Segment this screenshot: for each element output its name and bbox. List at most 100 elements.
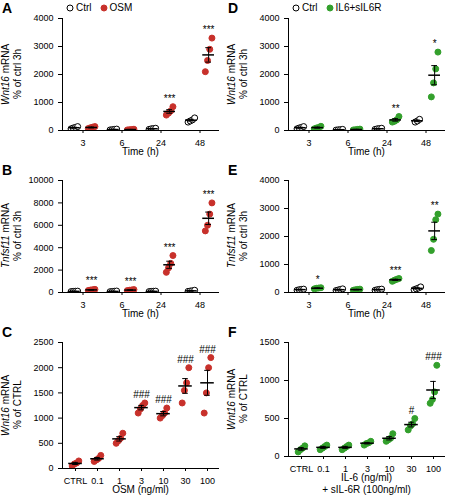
svg-text:2000: 2000 xyxy=(33,265,53,275)
svg-text:0.1: 0.1 xyxy=(91,476,104,486)
html-text:B: B xyxy=(2,162,13,178)
svg-text:3: 3 xyxy=(306,138,311,148)
svg-text:500: 500 xyxy=(264,413,279,423)
svg-text:CTRL: CTRL xyxy=(290,464,314,474)
svg-text:10: 10 xyxy=(158,475,169,486)
html-text:+ sIL-6R (100ng/ml): + sIL-6R (100ng/ml) xyxy=(322,484,411,495)
svg-text:6000: 6000 xyxy=(33,220,53,230)
svg-text:0: 0 xyxy=(48,463,53,473)
svg-text:3000: 3000 xyxy=(259,203,279,213)
svg-text:1000: 1000 xyxy=(259,97,279,107)
html-text:mRNA: mRNA xyxy=(0,374,11,407)
svg-text:###: ### xyxy=(199,344,216,355)
html-text:OSM: OSM xyxy=(109,2,133,13)
svg-text:500: 500 xyxy=(38,438,53,448)
svg-text:4000: 4000 xyxy=(259,13,279,23)
html-text:mRNA: mRNA xyxy=(0,43,11,76)
svg-text:0: 0 xyxy=(274,451,279,461)
svg-text:4000: 4000 xyxy=(33,13,53,23)
svg-text:3000: 3000 xyxy=(33,41,53,51)
svg-text:###: ### xyxy=(425,351,442,362)
svg-text:**: ** xyxy=(392,103,400,114)
svg-text:###: ### xyxy=(177,354,194,365)
svg-text:8000: 8000 xyxy=(33,198,53,208)
svg-text:0: 0 xyxy=(48,287,53,297)
svg-text:1000: 1000 xyxy=(259,375,279,385)
svg-text:1000: 1000 xyxy=(33,413,53,423)
html-text:IL-6 (ng/ml): IL-6 (ng/ml) xyxy=(340,472,393,483)
html-text:% of ctrl 3h: % of ctrl 3h xyxy=(12,211,23,261)
svg-text:4000: 4000 xyxy=(259,175,279,185)
html-text:Wnt16: Wnt16 xyxy=(0,406,11,436)
svg-text:0: 0 xyxy=(48,125,53,135)
svg-text:48: 48 xyxy=(195,300,205,310)
html-text:Wnt16: Wnt16 xyxy=(226,400,237,430)
svg-text:2500: 2500 xyxy=(33,337,53,347)
svg-text:48: 48 xyxy=(195,138,205,148)
svg-text:***: *** xyxy=(203,24,215,35)
html-text:Time (h): Time (h) xyxy=(348,146,385,157)
html-text:Time (h): Time (h) xyxy=(122,146,159,157)
svg-text:CTRL: CTRL xyxy=(64,476,88,486)
svg-text:3: 3 xyxy=(80,300,85,310)
svg-text:0: 0 xyxy=(274,125,279,135)
svg-text:24: 24 xyxy=(156,137,166,148)
html-text:mRNA: mRNA xyxy=(0,203,11,236)
html-text:OSM (ng/ml): OSM (ng/ml) xyxy=(112,484,169,495)
svg-text:100: 100 xyxy=(426,464,441,474)
svg-text:1500: 1500 xyxy=(259,337,279,347)
html-text:Time (h): Time (h) xyxy=(348,308,385,319)
svg-text:***: *** xyxy=(390,265,402,276)
svg-text:***: *** xyxy=(203,189,215,200)
svg-text:3: 3 xyxy=(80,138,85,148)
html-text:Wnt16: Wnt16 xyxy=(226,75,237,105)
html-text:A: A xyxy=(2,0,13,16)
html-text:Ctrl: Ctrl xyxy=(76,2,92,13)
svg-text:30: 30 xyxy=(180,476,190,486)
svg-text:***: *** xyxy=(125,276,137,287)
svg-text:1500: 1500 xyxy=(33,388,53,398)
svg-text:***: *** xyxy=(164,93,176,104)
svg-text:10000: 10000 xyxy=(28,175,53,185)
svg-text:1000: 1000 xyxy=(33,97,53,107)
svg-text:2000: 2000 xyxy=(259,231,279,241)
svg-text:48: 48 xyxy=(421,300,431,310)
svg-text:48: 48 xyxy=(421,138,431,148)
html-text:% of ctrl 3h: % of ctrl 3h xyxy=(238,49,249,99)
svg-text:2000: 2000 xyxy=(259,69,279,79)
svg-text:2000: 2000 xyxy=(33,363,53,373)
svg-text:10: 10 xyxy=(384,463,395,474)
html-text:IL6+sIL6R: IL6+sIL6R xyxy=(335,2,382,13)
svg-text:30: 30 xyxy=(406,464,416,474)
html-text:Wnt16: Wnt16 xyxy=(0,75,11,105)
svg-text:###: ### xyxy=(155,394,172,405)
html-text:D: D xyxy=(228,0,239,16)
html-text:% of CTRL: % of CTRL xyxy=(12,380,23,430)
html-text:Ctrl: Ctrl xyxy=(302,2,318,13)
svg-text:100: 100 xyxy=(200,476,215,486)
svg-text:4000: 4000 xyxy=(33,243,53,253)
svg-text:0: 0 xyxy=(274,287,279,297)
html-text:mRNA: mRNA xyxy=(226,43,237,76)
html-text:Tnfsf11: Tnfsf11 xyxy=(0,235,11,269)
html-text:mRNA: mRNA xyxy=(226,203,237,236)
html-text:% of CTRL: % of CTRL xyxy=(238,374,249,424)
svg-text:1000: 1000 xyxy=(259,259,279,269)
svg-text:***: *** xyxy=(86,275,98,286)
html-text:Time (h): Time (h) xyxy=(122,308,159,319)
html-text:mRNA: mRNA xyxy=(226,368,237,401)
svg-text:*: * xyxy=(316,274,320,285)
svg-text:###: ### xyxy=(133,389,150,400)
svg-text:**: ** xyxy=(431,200,439,211)
svg-text:3: 3 xyxy=(306,300,311,310)
svg-text:*: * xyxy=(433,38,437,49)
html-text:Tnfsf11: Tnfsf11 xyxy=(226,235,237,269)
html-text:% of ctrl 3h: % of ctrl 3h xyxy=(238,211,249,261)
svg-text:0.1: 0.1 xyxy=(317,464,330,474)
svg-text:***: *** xyxy=(164,242,176,253)
html-text:% of ctrl 3h: % of ctrl 3h xyxy=(12,49,23,99)
html-text:C: C xyxy=(2,324,13,340)
svg-text:2000: 2000 xyxy=(33,69,53,79)
svg-text:3000: 3000 xyxy=(259,41,279,51)
svg-text:#: # xyxy=(409,405,415,416)
